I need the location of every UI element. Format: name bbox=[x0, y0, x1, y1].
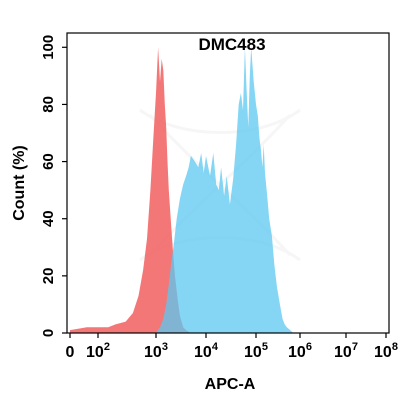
y-tick-label: 60 bbox=[40, 153, 57, 170]
x-axis-label: APC-A bbox=[205, 376, 256, 393]
y-tick-label: 20 bbox=[40, 268, 57, 285]
x-tick-label: 0 bbox=[66, 344, 75, 361]
x-axis: 0 102 103 104 105 106 107 108 bbox=[66, 333, 398, 361]
y-tick-label: 40 bbox=[40, 210, 57, 227]
y-axis-label: Count (%) bbox=[11, 145, 28, 221]
x-tick-exponent: 8 bbox=[392, 341, 398, 353]
y-tick-label: 80 bbox=[40, 96, 57, 113]
x-tick-label: 104 bbox=[194, 341, 219, 361]
x-tick-label: 108 bbox=[374, 341, 398, 361]
x-tick-exponent: 5 bbox=[262, 341, 268, 353]
x-tick-label: 106 bbox=[288, 341, 312, 361]
x-tick-exponent: 3 bbox=[162, 341, 168, 353]
chart-title: DMC483 bbox=[198, 35, 265, 54]
x-tick-exponent: 7 bbox=[352, 341, 358, 353]
x-tick-label: 103 bbox=[144, 341, 168, 361]
series-layer bbox=[70, 47, 294, 334]
histogram-series-1 bbox=[70, 47, 191, 334]
y-tick-label: 0 bbox=[40, 329, 57, 337]
x-tick-label: 105 bbox=[244, 341, 268, 361]
x-tick-exponent: 6 bbox=[306, 341, 312, 353]
x-tick-exponent: 4 bbox=[212, 341, 219, 353]
x-tick-exponent: 2 bbox=[104, 341, 110, 353]
histogram-series-2 bbox=[156, 47, 294, 334]
x-tick-label: 102 bbox=[86, 341, 110, 361]
y-axis: 0 20 40 60 80 100 bbox=[40, 35, 67, 337]
y-tick-label: 100 bbox=[40, 35, 57, 60]
plot-frame bbox=[66, 32, 390, 334]
x-tick-label: 107 bbox=[334, 341, 358, 361]
